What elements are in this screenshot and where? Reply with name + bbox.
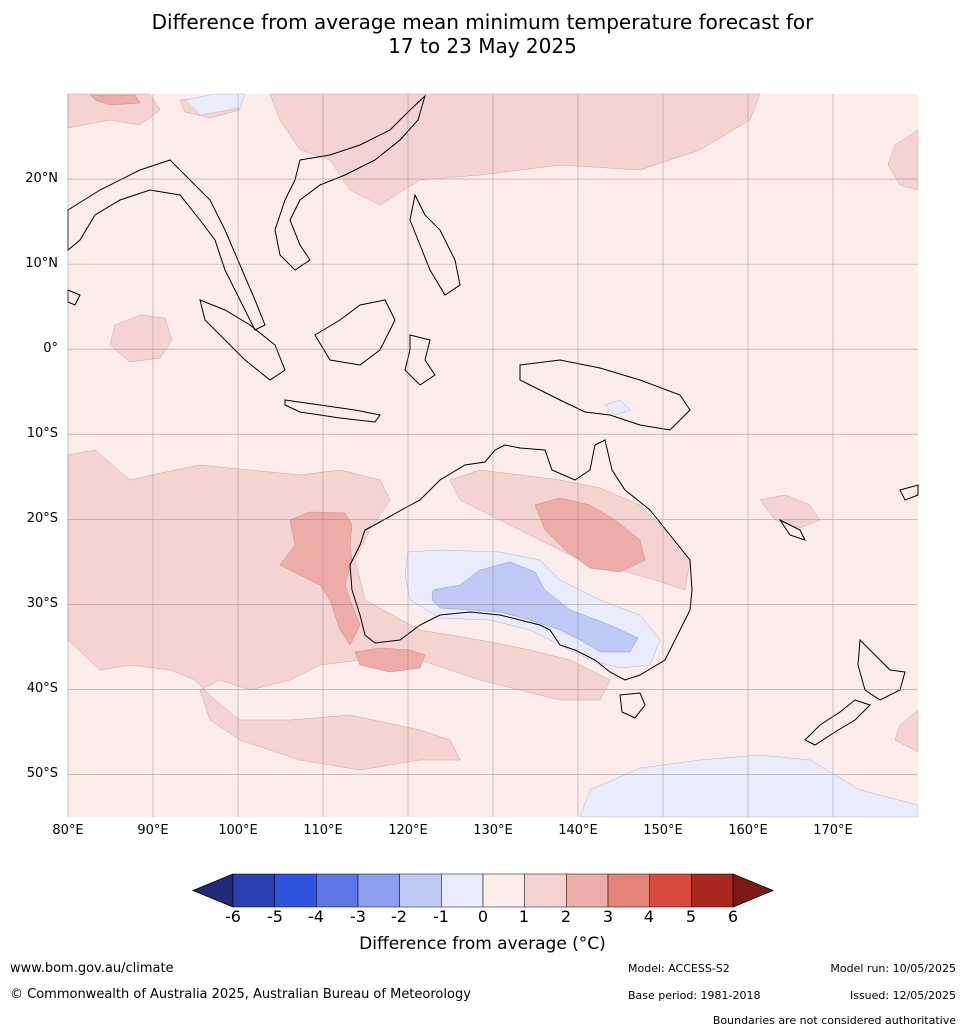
anomaly-region-southern-ocean-cool xyxy=(579,754,919,818)
lon-label-90e: 90°E xyxy=(137,823,169,838)
anomaly-2-to-3-regions xyxy=(89,94,646,673)
lat-label-10n: 10°N xyxy=(25,256,58,271)
coastline-fiji xyxy=(899,484,919,501)
colorbar-extend-high xyxy=(732,873,775,908)
coastline-nz-north-island xyxy=(857,638,906,701)
footer-model-run: Model run: 10/05/2025 xyxy=(830,962,956,975)
colorbar-extend-low xyxy=(191,873,234,908)
anomaly-region-sa-cool xyxy=(431,561,639,653)
colorbar-swatch-3 xyxy=(316,873,359,908)
coastline-tasmania xyxy=(619,692,646,719)
colorbar-tick-minus6: -6 xyxy=(225,907,241,926)
colorbar-tick-minus4: -4 xyxy=(308,907,324,926)
coastline-new-guinea xyxy=(519,359,691,431)
colorbar-swatch-12 xyxy=(691,873,734,908)
lat-label-30s: 30°S xyxy=(26,596,58,611)
lat-label-10s: 10°S xyxy=(26,426,58,441)
colorbar-swatch-4 xyxy=(357,873,400,908)
anomaly-region-central-east-australia xyxy=(534,497,646,573)
colorbar-swatch-1 xyxy=(232,873,275,908)
footer-model: Model: ACCESS-S2 xyxy=(628,962,730,975)
coastline-sumatra xyxy=(199,299,286,381)
colorbar-swatch-2 xyxy=(274,873,317,908)
lat-label-40s: 40°S xyxy=(26,681,58,696)
colorbar-tick-minus5: -5 xyxy=(267,907,283,926)
footer-copyright: © Commonwealth of Australia 2025, Austra… xyxy=(10,987,471,1002)
footer-website[interactable]: www.bom.gov.au/climate xyxy=(10,961,174,976)
lon-label-140e: 140°E xyxy=(558,823,598,838)
colorbar-swatch-11 xyxy=(649,873,692,908)
lat-label-0: 0° xyxy=(43,341,58,356)
anomaly-region-himalaya xyxy=(89,94,141,106)
colorbar-tick-4: 4 xyxy=(643,907,655,926)
anomaly-region-coral-sea xyxy=(759,494,821,529)
coastlines xyxy=(67,94,919,746)
lat-label-20n: 20°N xyxy=(25,171,58,186)
lon-label-120e: 120°E xyxy=(388,823,428,838)
colorbar-tick-3: 3 xyxy=(602,907,614,926)
map-gridlines xyxy=(67,94,918,817)
coastline-australia xyxy=(349,439,693,681)
coastline-sulawesi xyxy=(404,334,436,386)
lon-label-130e: 130°E xyxy=(473,823,513,838)
coastline-nz-south-island xyxy=(804,699,871,746)
colorbar-tick-2: 2 xyxy=(560,907,572,926)
anomaly-region-west-of-wa xyxy=(279,511,361,646)
colorbar-tick-6: 6 xyxy=(727,907,739,926)
colorbar-tick-1: 1 xyxy=(518,907,530,926)
anomaly-minus2-to-minus1-regions xyxy=(431,561,639,653)
lon-label-80e: 80°E xyxy=(52,823,84,838)
lon-label-170e: 170°E xyxy=(813,823,853,838)
colorbar-swatch-7 xyxy=(482,873,525,908)
anomaly-region-tibet-cool xyxy=(184,93,246,116)
colorbar-swatch-9 xyxy=(566,873,609,908)
colorbar-tick-minus2: -2 xyxy=(391,907,407,926)
colorbar-swatch-8 xyxy=(524,873,567,908)
lat-label-20s: 20°S xyxy=(26,511,58,526)
coastline-borneo xyxy=(314,299,396,366)
colorbar-tick-minus3: -3 xyxy=(350,907,366,926)
coastline-new-caledonia xyxy=(778,518,806,541)
coastline-philippines xyxy=(409,193,461,296)
map-title-line1: Difference from average mean minimum tem… xyxy=(151,10,814,34)
coastline-east-asia-mainland xyxy=(274,94,426,271)
coastline-south-asia-mainland xyxy=(67,159,266,331)
colorbar-tick-minus1: -1 xyxy=(433,907,449,926)
colorbar-swatch-10 xyxy=(607,873,650,908)
coastline-java xyxy=(284,399,381,423)
colorbar-tick-5: 5 xyxy=(685,907,697,926)
lat-label-50s: 50°S xyxy=(26,766,58,781)
lon-label-150e: 150°E xyxy=(643,823,683,838)
map-title-line2: 17 to 23 May 2025 xyxy=(388,34,577,58)
anomaly-region-png-cool xyxy=(604,399,631,416)
lon-label-160e: 160°E xyxy=(728,823,768,838)
colorbar-title: Difference from average (°C) xyxy=(359,934,606,954)
anomaly-region-north-pacific xyxy=(269,93,761,206)
colorbar-swatch-5 xyxy=(399,873,442,908)
anomaly-region-east-pacific xyxy=(887,129,919,191)
footer-base-period: Base period: 1981-2018 xyxy=(628,989,761,1002)
footer-issued: Issued: 12/05/2025 xyxy=(849,989,956,1002)
footer-disclaimer: Boundaries are not considered authoritat… xyxy=(712,1014,956,1027)
anomaly-region-indian-ocean-equator xyxy=(109,314,173,363)
colorbar-swatch-6 xyxy=(441,873,484,908)
colorbar-tick-0: 0 xyxy=(477,907,489,926)
lon-label-100e: 100°E xyxy=(218,823,258,838)
lon-label-110e: 110°E xyxy=(303,823,343,838)
colorbar xyxy=(191,873,775,908)
anomaly-region-tasman-east xyxy=(894,709,919,753)
anomaly-region-great-australian-bight xyxy=(354,647,426,673)
